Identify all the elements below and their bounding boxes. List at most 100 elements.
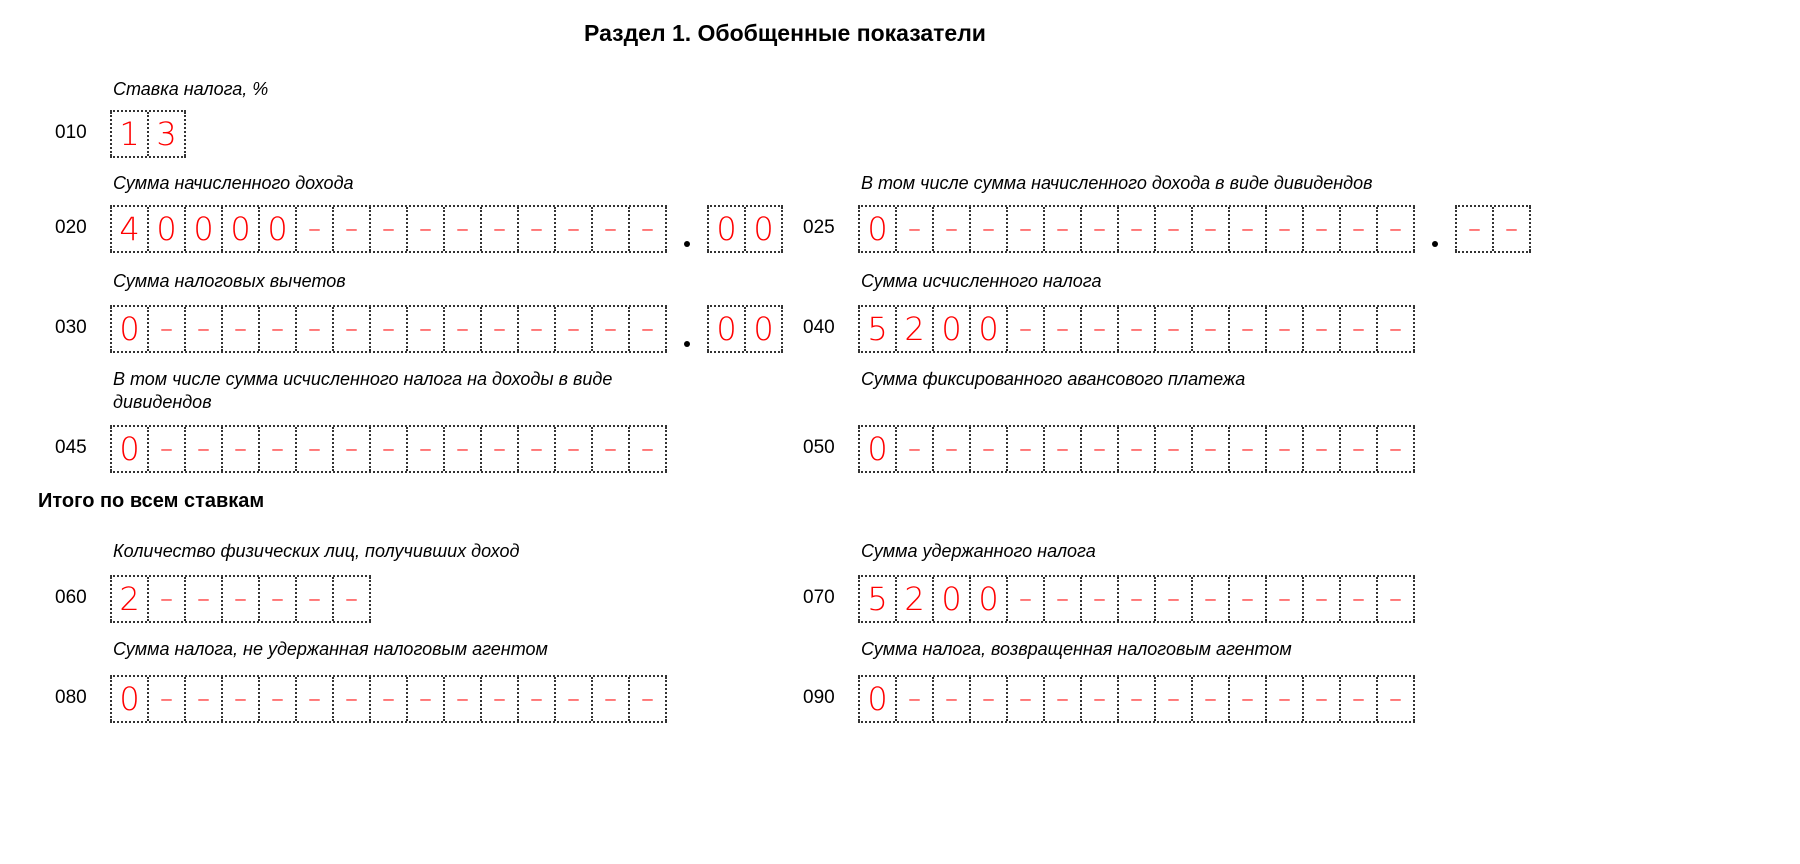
input-cell[interactable]: – xyxy=(1006,427,1043,471)
input-cell[interactable]: – xyxy=(1117,677,1154,721)
input-cell[interactable]: – xyxy=(1117,427,1154,471)
input-cell[interactable]: 0 xyxy=(147,207,184,251)
input-cell[interactable]: – xyxy=(406,427,443,471)
input-cell[interactable]: – xyxy=(1339,207,1376,251)
input-cell[interactable]: – xyxy=(184,677,221,721)
input-cell[interactable]: – xyxy=(332,677,369,721)
input-cell[interactable]: 0 xyxy=(221,207,258,251)
field-input-030[interactable]: 0– – – – – – – – – – – – – – xyxy=(110,305,667,353)
input-cell[interactable]: – xyxy=(295,577,332,621)
input-cell[interactable]: – xyxy=(1376,307,1415,351)
input-cell[interactable]: – xyxy=(1302,307,1339,351)
input-cell[interactable]: – xyxy=(1339,677,1376,721)
input-cell[interactable]: – xyxy=(969,427,1006,471)
input-cell[interactable]: – xyxy=(221,307,258,351)
field-input-020[interactable]: 4 0 0 0 0– – – – – – – – – – xyxy=(110,205,667,253)
input-cell[interactable]: – xyxy=(932,427,969,471)
input-cell[interactable]: – xyxy=(1228,307,1265,351)
input-cell[interactable]: – xyxy=(332,577,371,621)
input-cell[interactable]: – xyxy=(1376,207,1415,251)
input-cell[interactable]: – xyxy=(1376,677,1415,721)
input-cell[interactable]: – xyxy=(1455,207,1492,251)
input-cell[interactable]: – xyxy=(1376,427,1415,471)
input-cell[interactable]: – xyxy=(258,427,295,471)
input-cell[interactable]: – xyxy=(1302,577,1339,621)
input-cell[interactable]: – xyxy=(369,307,406,351)
input-cell[interactable]: 0 xyxy=(110,307,147,351)
field-input-090[interactable]: 0– – – – – – – – – – – – – – xyxy=(858,675,1415,723)
input-cell[interactable]: – xyxy=(895,677,932,721)
field-input-025[interactable]: 0– – – – – – – – – – – – – – xyxy=(858,205,1415,253)
input-cell[interactable]: – xyxy=(517,207,554,251)
input-cell[interactable]: – xyxy=(1043,577,1080,621)
input-cell[interactable]: – xyxy=(932,207,969,251)
field-input-070[interactable]: 5 2 0 0– – – – – – – – – – – xyxy=(858,575,1415,623)
input-cell[interactable]: – xyxy=(628,427,667,471)
input-cell[interactable]: – xyxy=(1117,307,1154,351)
input-cell[interactable]: 0 xyxy=(707,207,744,251)
input-cell[interactable]: – xyxy=(147,307,184,351)
input-cell[interactable]: – xyxy=(406,307,443,351)
input-cell[interactable]: – xyxy=(1302,677,1339,721)
input-cell[interactable]: – xyxy=(1339,577,1376,621)
input-cell[interactable]: 0 xyxy=(707,307,744,351)
input-cell[interactable]: 2 xyxy=(110,577,147,621)
input-cell[interactable]: – xyxy=(332,427,369,471)
input-cell[interactable]: – xyxy=(1191,577,1228,621)
input-cell[interactable]: – xyxy=(147,427,184,471)
input-cell[interactable]: – xyxy=(628,307,667,351)
input-cell[interactable]: – xyxy=(258,577,295,621)
input-cell[interactable]: – xyxy=(1265,577,1302,621)
input-cell[interactable]: – xyxy=(480,207,517,251)
input-cell[interactable]: – xyxy=(1043,677,1080,721)
input-cell[interactable]: – xyxy=(1492,207,1531,251)
input-cell[interactable]: – xyxy=(628,677,667,721)
input-cell[interactable]: – xyxy=(517,307,554,351)
input-cell[interactable]: – xyxy=(184,307,221,351)
input-cell[interactable]: – xyxy=(969,677,1006,721)
input-cell[interactable]: – xyxy=(1006,677,1043,721)
input-cell[interactable]: – xyxy=(1154,307,1191,351)
input-cell[interactable]: – xyxy=(1080,677,1117,721)
input-cell[interactable]: – xyxy=(443,307,480,351)
input-cell[interactable]: 0 xyxy=(858,677,895,721)
input-cell[interactable]: – xyxy=(221,677,258,721)
input-cell[interactable]: – xyxy=(1302,427,1339,471)
input-cell[interactable]: – xyxy=(1191,677,1228,721)
input-cell[interactable]: – xyxy=(443,677,480,721)
input-cell[interactable]: – xyxy=(147,577,184,621)
input-cell[interactable]: – xyxy=(1228,577,1265,621)
input-cell[interactable]: – xyxy=(554,427,591,471)
input-cell[interactable]: – xyxy=(969,207,1006,251)
input-cell[interactable]: – xyxy=(1265,307,1302,351)
input-cell[interactable]: – xyxy=(295,677,332,721)
field-input-060[interactable]: 2– – – – – – xyxy=(110,575,371,623)
input-cell[interactable]: – xyxy=(295,207,332,251)
input-cell[interactable]: – xyxy=(1006,577,1043,621)
input-cell[interactable]: – xyxy=(332,307,369,351)
input-cell[interactable]: – xyxy=(895,207,932,251)
input-cell[interactable]: 0 xyxy=(969,307,1006,351)
input-cell[interactable]: – xyxy=(147,677,184,721)
input-cell[interactable]: 0 xyxy=(932,577,969,621)
input-cell[interactable]: – xyxy=(258,677,295,721)
input-cell[interactable]: – xyxy=(369,677,406,721)
input-cell[interactable]: – xyxy=(1265,427,1302,471)
input-cell[interactable]: – xyxy=(554,207,591,251)
input-cell[interactable]: – xyxy=(1117,577,1154,621)
input-cell[interactable]: – xyxy=(591,677,628,721)
input-cell[interactable]: – xyxy=(1265,677,1302,721)
input-cell[interactable]: 0 xyxy=(110,427,147,471)
input-cell[interactable]: – xyxy=(406,677,443,721)
input-cell[interactable]: 2 xyxy=(895,307,932,351)
input-cell[interactable]: 3 xyxy=(147,112,186,156)
input-cell[interactable]: 2 xyxy=(895,577,932,621)
input-cell[interactable]: – xyxy=(1191,207,1228,251)
input-cell[interactable]: – xyxy=(480,427,517,471)
field-input-050[interactable]: 0– – – – – – – – – – – – – – xyxy=(858,425,1415,473)
input-cell[interactable]: – xyxy=(406,207,443,251)
input-cell[interactable]: – xyxy=(591,307,628,351)
input-cell[interactable]: – xyxy=(1154,577,1191,621)
